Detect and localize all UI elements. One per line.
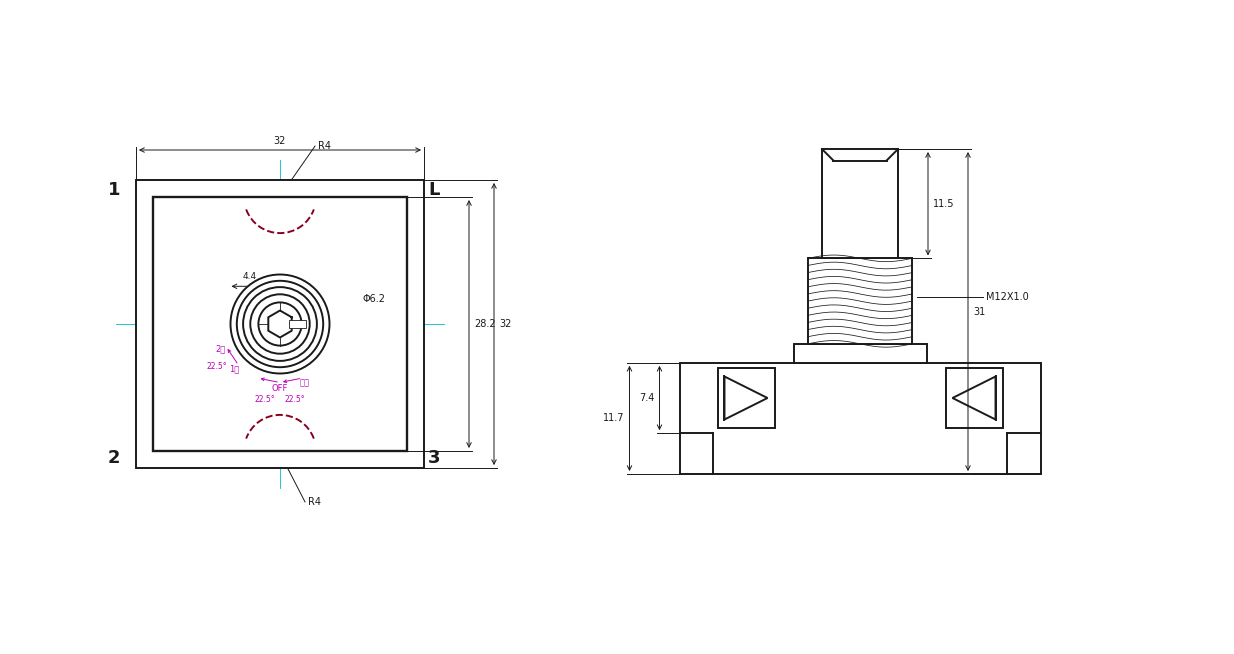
Text: OFF: OFF (271, 384, 289, 392)
Text: R4: R4 (308, 497, 321, 507)
Text: 4.4: 4.4 (242, 272, 257, 281)
Circle shape (243, 287, 317, 361)
Text: 1: 1 (107, 181, 120, 199)
Text: Φ6.2: Φ6.2 (363, 294, 385, 304)
Circle shape (237, 281, 323, 367)
Bar (136, 180, 424, 468)
Circle shape (258, 302, 301, 345)
Text: 28.2: 28.2 (474, 319, 496, 329)
Text: R4: R4 (318, 141, 331, 151)
Text: 32: 32 (499, 319, 511, 329)
Text: 3: 3 (428, 449, 441, 467)
Bar (153, 197, 407, 451)
Text: 22.5°: 22.5° (285, 394, 305, 404)
Bar (680, 363, 1040, 474)
Text: M12X1.0: M12X1.0 (986, 292, 1029, 302)
Bar (717, 368, 775, 428)
Circle shape (251, 294, 310, 354)
Text: 点动: 点动 (300, 379, 310, 388)
Bar (822, 149, 898, 258)
Text: 11.7: 11.7 (603, 413, 624, 423)
Text: 31: 31 (972, 307, 985, 317)
Bar (945, 368, 1002, 428)
Bar (808, 258, 912, 344)
Text: 32: 32 (274, 136, 286, 146)
Text: 1档: 1档 (230, 365, 239, 374)
Bar (793, 344, 927, 363)
Circle shape (231, 275, 329, 373)
Text: 7.4: 7.4 (639, 393, 654, 403)
Text: L: L (428, 181, 439, 199)
Text: 22.5°: 22.5° (254, 394, 275, 404)
Polygon shape (289, 320, 306, 328)
Text: 2档: 2档 (216, 344, 226, 353)
Text: 2: 2 (107, 449, 120, 467)
Text: 11.5: 11.5 (933, 199, 955, 209)
Text: 22.5°: 22.5° (206, 362, 227, 371)
